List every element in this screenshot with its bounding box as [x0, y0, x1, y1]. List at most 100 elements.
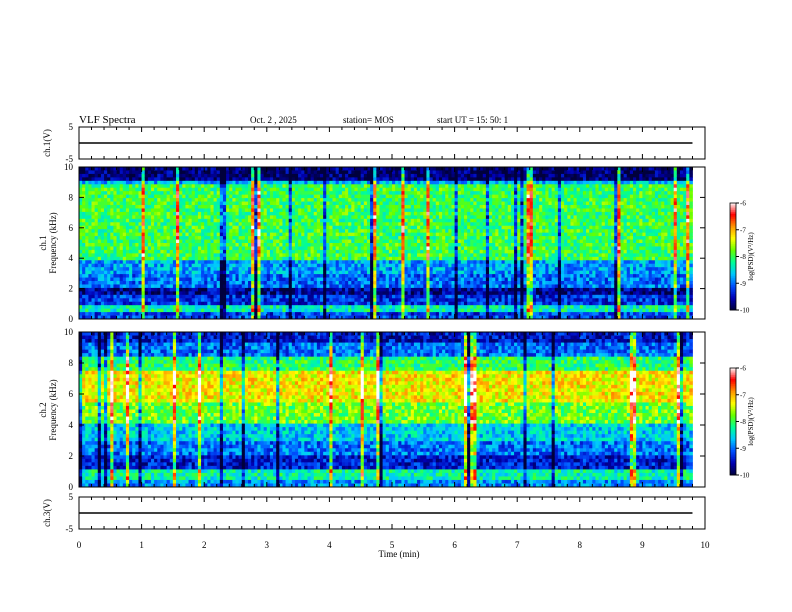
- spec1-cell: [239, 309, 243, 313]
- spec1-cell: [354, 281, 358, 285]
- spec1-cell: [389, 229, 393, 233]
- spec1-cell: [379, 260, 383, 264]
- spec1-cell: [392, 191, 396, 195]
- spec1-cell: [142, 309, 146, 313]
- spec1-cell: [420, 236, 424, 240]
- spec1-cell: [113, 267, 117, 271]
- spec1-cell: [270, 240, 274, 244]
- spec1-cell: [326, 274, 330, 278]
- spec1-cell: [411, 278, 415, 282]
- spec1-cell: [154, 208, 158, 212]
- spec1-cell: [267, 271, 271, 275]
- spec1-cell: [264, 240, 268, 244]
- spec1-cell: [151, 202, 155, 206]
- spec1-cell: [226, 177, 230, 181]
- spec1-cell: [123, 257, 127, 261]
- spec1-cell: [395, 271, 399, 275]
- spec1-cell: [408, 202, 412, 206]
- spec1-cell: [88, 208, 92, 212]
- spec1-cell: [361, 174, 365, 178]
- spec1-cell: [110, 236, 114, 240]
- spec1-cell: [173, 215, 177, 219]
- spec1-cell: [426, 198, 430, 202]
- spec1-cell: [264, 188, 268, 192]
- spec1-cell: [376, 188, 380, 192]
- spec1-cell: [405, 212, 409, 216]
- spec1-cell: [148, 236, 152, 240]
- spec1-cell: [251, 284, 255, 288]
- spec1-cell: [376, 236, 380, 240]
- spec1-cell: [173, 302, 177, 306]
- spec1-cell: [167, 233, 171, 237]
- spec1-cell: [229, 257, 233, 261]
- spec1-cell: [201, 229, 205, 233]
- spec1-cell: [151, 233, 155, 237]
- spec1-cell: [389, 284, 393, 288]
- spec1-cell: [339, 198, 343, 202]
- spec1-cell: [339, 291, 343, 295]
- spec1-cell: [282, 253, 286, 257]
- spec1-cell: [154, 198, 158, 202]
- spec1-cell: [401, 298, 405, 302]
- spec1-cell: [138, 191, 142, 195]
- spec1-cell: [386, 274, 390, 278]
- spec1-cell: [214, 212, 218, 216]
- spec1-cell: [148, 212, 152, 216]
- spec1-cell: [417, 264, 421, 268]
- spec1-cell: [248, 295, 252, 299]
- spec1-cell: [420, 312, 424, 316]
- spec1-cell: [261, 212, 265, 216]
- spec1-cell: [298, 240, 302, 244]
- spec1-cell: [292, 181, 296, 185]
- spec1-cell: [307, 181, 311, 185]
- spec1-cell: [323, 184, 327, 188]
- spec1-cell: [367, 170, 371, 174]
- spec1-cell: [401, 215, 405, 219]
- spec1-cell: [98, 177, 102, 181]
- spec1-cell: [298, 205, 302, 209]
- spec1-cell: [320, 284, 324, 288]
- spec1-cell: [173, 243, 177, 247]
- spec1-cell: [123, 167, 127, 171]
- spec1-cell: [270, 188, 274, 192]
- spec1-cell: [232, 191, 236, 195]
- spec1-cell: [392, 250, 396, 254]
- spec1-cell: [323, 305, 327, 309]
- spec1-cell: [267, 170, 271, 174]
- spec1-cell: [145, 226, 149, 230]
- spec1-cell: [392, 198, 396, 202]
- spec1-cell: [107, 264, 111, 268]
- spec1-cell: [229, 250, 233, 254]
- spec1-cell: [307, 278, 311, 282]
- spec1-cell: [301, 250, 305, 254]
- spec1-cell: [398, 233, 402, 237]
- spec1-cell: [79, 271, 83, 275]
- spec1-cell: [113, 253, 117, 257]
- spec1-cell: [245, 250, 249, 254]
- spec1-cell: [314, 219, 318, 223]
- spec1-cell: [88, 236, 92, 240]
- spec1-cell: [254, 309, 258, 313]
- spec1-cell: [107, 222, 111, 226]
- spec1-cell: [336, 274, 340, 278]
- spec1-cell: [379, 181, 383, 185]
- spec1-cell: [98, 278, 102, 282]
- spec1-cell: [248, 202, 252, 206]
- spec1-cell: [389, 305, 393, 309]
- spec1-cell: [164, 312, 168, 316]
- spec1-cell: [354, 191, 358, 195]
- spec1-cell: [411, 198, 415, 202]
- spec1-cell: [367, 309, 371, 313]
- spec1-cell: [232, 312, 236, 316]
- spec1-cell: [389, 291, 393, 295]
- spec1-cell: [298, 281, 302, 285]
- spec1-cell: [210, 278, 214, 282]
- spec1-cell: [351, 191, 355, 195]
- spec1-cell: [142, 257, 146, 261]
- spec1-cell: [279, 253, 283, 257]
- spec1-cell: [329, 215, 333, 219]
- spec1-cell: [307, 212, 311, 216]
- spec1-cell: [379, 226, 383, 230]
- spec1-cell: [142, 298, 146, 302]
- spec1-cell: [229, 274, 233, 278]
